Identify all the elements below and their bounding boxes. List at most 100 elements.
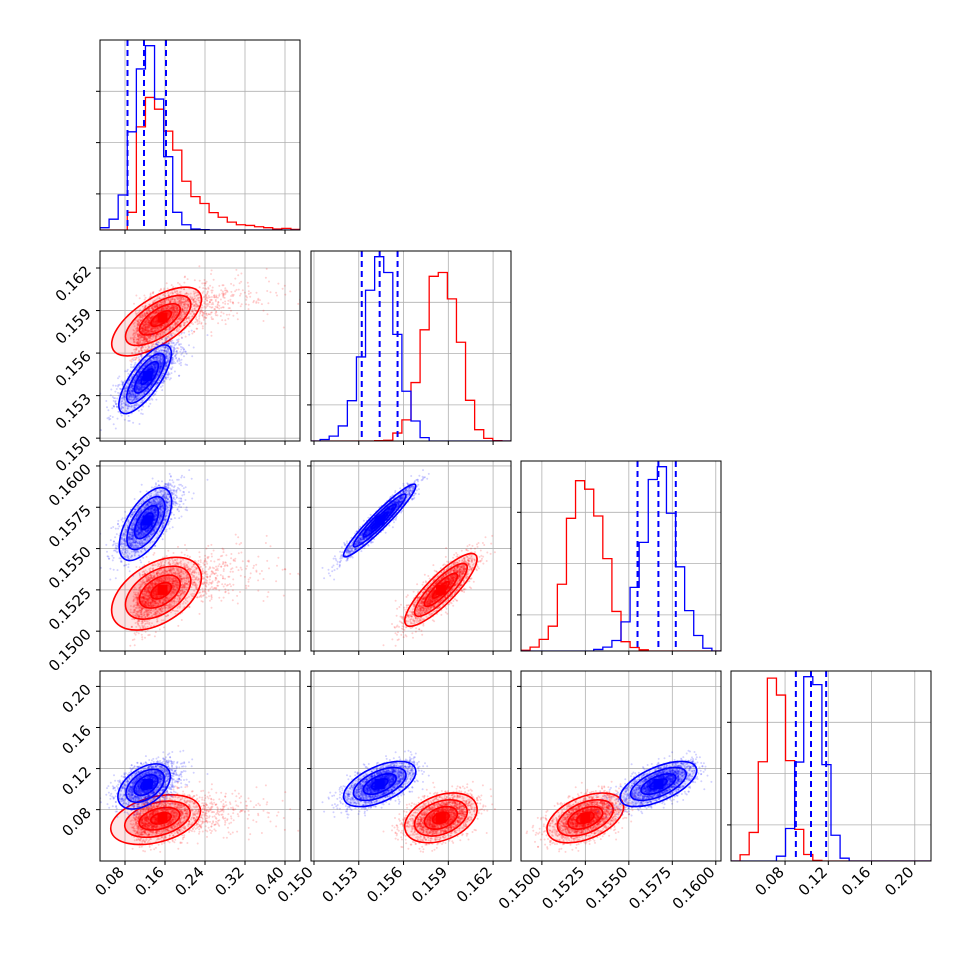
scatter-point — [197, 294, 200, 296]
scatter-point — [147, 325, 149, 328]
scatter-point — [182, 347, 185, 350]
scatter-point — [138, 337, 141, 339]
scatter-point — [140, 314, 143, 316]
scatter-point — [157, 333, 160, 336]
scatter-point — [169, 326, 172, 329]
scatter-point — [156, 323, 159, 325]
scatter-point — [204, 557, 207, 560]
scatter-point — [156, 302, 159, 305]
scatter-point — [168, 301, 171, 304]
scatter-point — [150, 328, 153, 330]
scatter-point — [231, 301, 234, 304]
scatter-point — [153, 312, 156, 315]
scatter-point — [149, 293, 152, 296]
scatter-point — [148, 319, 151, 322]
scatter-point — [179, 343, 182, 346]
scatter-point — [193, 297, 195, 300]
y-tick-label: 0.153 — [52, 390, 95, 433]
scatter-point — [223, 296, 226, 299]
scatter-point — [148, 339, 151, 342]
scatter-point — [174, 343, 177, 346]
scatter-point — [141, 327, 143, 330]
scatter-point — [144, 329, 147, 332]
scatter-point — [182, 301, 185, 304]
scatter-point — [212, 303, 215, 306]
scatter-point — [145, 331, 148, 334]
scatter-point — [144, 349, 147, 352]
scatter-point — [162, 332, 165, 334]
scatter-point — [157, 329, 160, 332]
scatter-point — [169, 301, 172, 303]
scatter-point — [147, 340, 150, 343]
scatter-point — [190, 329, 193, 332]
scatter-point — [249, 291, 252, 294]
scatter-point — [154, 337, 157, 340]
scatter-point — [225, 313, 228, 316]
scatter-point — [174, 301, 177, 304]
scatter-point — [204, 282, 207, 285]
scatter-point — [252, 567, 255, 569]
scatter-point — [158, 303, 161, 306]
scatter-point — [148, 321, 151, 324]
scatter-point — [148, 316, 151, 319]
scatter-point — [137, 356, 140, 359]
scatter-point — [205, 288, 208, 290]
scatter-point — [132, 329, 135, 331]
scatter-point — [144, 326, 147, 329]
scatter-point — [144, 335, 146, 338]
scatter-point — [206, 299, 209, 302]
scatter-point — [139, 340, 142, 343]
scatter-point — [176, 330, 178, 333]
scatter-point — [148, 337, 151, 340]
scatter-point — [150, 327, 153, 330]
scatter-point — [144, 324, 147, 327]
scatter-point — [149, 335, 152, 338]
scatter-point — [142, 329, 145, 332]
scatter-point — [188, 315, 191, 318]
scatter-point — [222, 284, 225, 287]
scatter-point — [203, 284, 206, 287]
scatter-point — [205, 280, 208, 283]
scatter-point — [167, 335, 170, 338]
scatter-point — [160, 327, 163, 330]
scatter-point — [155, 319, 158, 322]
scatter-point — [181, 309, 184, 312]
scatter-point — [183, 301, 186, 304]
scatter-point — [159, 288, 162, 291]
scatter-point — [183, 288, 186, 291]
scatter-point — [186, 306, 189, 309]
scatter-point — [199, 561, 202, 564]
scatter-point — [178, 283, 181, 286]
scatter-point — [231, 293, 234, 296]
scatter-point — [198, 279, 201, 282]
scatter-point — [210, 311, 213, 314]
scatter-point — [175, 322, 177, 325]
scatter-point — [154, 305, 157, 308]
scatter-point — [230, 282, 233, 285]
scatter-point — [206, 299, 209, 302]
scatter-point — [153, 306, 156, 309]
scatter-point — [166, 335, 169, 338]
scatter-point — [181, 301, 184, 304]
scatter-point — [209, 296, 211, 299]
scatter-point — [171, 359, 174, 362]
scatter-point — [231, 301, 234, 304]
scatter-point — [149, 337, 152, 340]
scatter-point — [155, 305, 158, 308]
scatter-point — [164, 294, 166, 297]
scatter-point — [137, 335, 139, 338]
scatter-point — [157, 334, 160, 337]
panel-0-0 — [96, 39, 301, 234]
scatter-point — [183, 303, 185, 306]
scatter-point — [158, 304, 161, 307]
scatter-point — [138, 297, 141, 300]
scatter-point — [150, 316, 153, 319]
scatter-point — [142, 313, 145, 316]
scatter-point — [141, 315, 144, 317]
scatter-point — [141, 339, 144, 342]
scatter-point — [173, 289, 176, 292]
scatter-point — [140, 352, 143, 355]
scatter-point — [176, 339, 179, 341]
scatter-point — [180, 298, 183, 301]
scatter-point — [173, 298, 176, 301]
